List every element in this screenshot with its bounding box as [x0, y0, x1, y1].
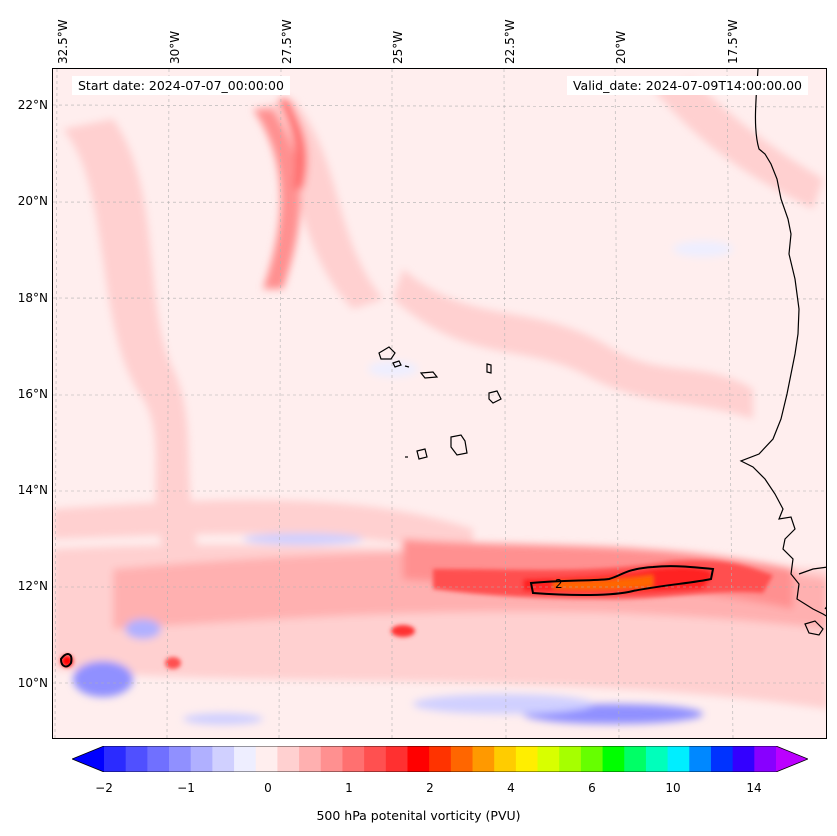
start-date-box: Start date: 2024-07-07_00:00:00 — [72, 76, 290, 95]
colorbar-swatch — [169, 746, 192, 772]
lon-label: 25°W — [391, 0, 407, 64]
colorbar-tick: 10 — [665, 781, 681, 795]
colorbar-swatch — [429, 746, 452, 772]
colorbar-swatch — [212, 746, 235, 772]
lat-label: 14°N — [17, 483, 48, 497]
lon-label-text: 25°W — [391, 30, 405, 64]
lon-label: 30°W — [168, 0, 184, 64]
colorbar-swatch — [255, 746, 279, 772]
pv-map: 2 — [53, 69, 826, 738]
colorbar-tick: 14 — [746, 781, 762, 795]
colorbar-tick: 1 — [345, 781, 353, 795]
colorbar-tick: 6 — [588, 781, 596, 795]
colorbar-swatch — [732, 746, 755, 772]
coastline — [739, 69, 826, 636]
colorbar-swatch — [710, 746, 734, 772]
colorbar-swatch — [537, 746, 560, 772]
colorbar-swatch — [472, 746, 495, 772]
colorbar-swatch — [147, 746, 170, 772]
colorbar — [72, 746, 808, 772]
lon-label: 22.5°W — [503, 0, 519, 64]
valid-date-box: Valid_date: 2024-07-09T14:00:00.00 — [566, 76, 808, 95]
colorbar-swatch — [559, 746, 582, 772]
colorbar-swatch — [320, 746, 344, 772]
colorbar-extend-high — [776, 746, 808, 772]
colorbar-label: 500 hPa potenital vorticity (PVU) — [316, 808, 521, 823]
islands — [378, 346, 502, 460]
colorbar-extend-low — [72, 746, 104, 772]
colorbar-swatch — [342, 746, 365, 772]
colorbar-tick: 2 — [426, 781, 434, 795]
colorbar-swatch — [624, 746, 647, 772]
colorbar-tick: 4 — [507, 781, 515, 795]
colorbar-swatch — [364, 746, 387, 772]
lat-label: 10°N — [17, 676, 48, 690]
graticule — [53, 69, 826, 738]
colorbar-swatch — [234, 746, 257, 772]
colorbar-swatch — [407, 746, 430, 772]
lon-label-text: 32.5°W — [56, 19, 70, 64]
pv-contour-2 — [59, 565, 715, 668]
colorbar-swatch — [450, 746, 474, 772]
contour-label: 2 — [555, 577, 563, 591]
lon-label-text: 17.5°W — [726, 19, 740, 64]
colorbar-tick: 0 — [264, 781, 272, 795]
colorbar-swatch — [299, 746, 322, 772]
colorbar-swatch — [515, 746, 539, 772]
colorbar-swatch — [190, 746, 213, 772]
colorbar-swatch — [754, 746, 777, 772]
lat-label: 22°N — [17, 98, 48, 112]
lon-label-text: 22.5°W — [503, 19, 517, 64]
lon-label-text: 30°W — [168, 30, 182, 64]
lat-label: 20°N — [17, 194, 48, 208]
map-panel: 2 — [52, 68, 827, 739]
lon-label: 32.5°W — [56, 0, 72, 64]
colorbar-swatch — [277, 746, 300, 772]
lon-label: 20°W — [614, 0, 630, 64]
lon-label: 27.5°W — [280, 0, 296, 64]
lat-label: 16°N — [17, 387, 48, 401]
lon-label-text: 27.5°W — [280, 19, 294, 64]
colorbar-tick: −1 — [177, 781, 195, 795]
lat-label: 12°N — [17, 579, 48, 593]
lon-label: 17.5°W — [726, 0, 742, 64]
colorbar-swatch — [667, 746, 690, 772]
colorbar-swatch — [689, 746, 712, 772]
colorbar-swatch — [645, 746, 669, 772]
colorbar-swatch — [385, 746, 409, 772]
colorbar-swatch — [602, 746, 625, 772]
colorbar-swatch — [494, 746, 517, 772]
colorbar-swatch — [580, 746, 604, 772]
colorbar-swatch — [125, 746, 148, 772]
colorbar-swatch — [104, 746, 127, 772]
lon-label-text: 20°W — [614, 30, 628, 64]
colorbar-tick: −2 — [95, 781, 113, 795]
lat-label: 18°N — [17, 291, 48, 305]
